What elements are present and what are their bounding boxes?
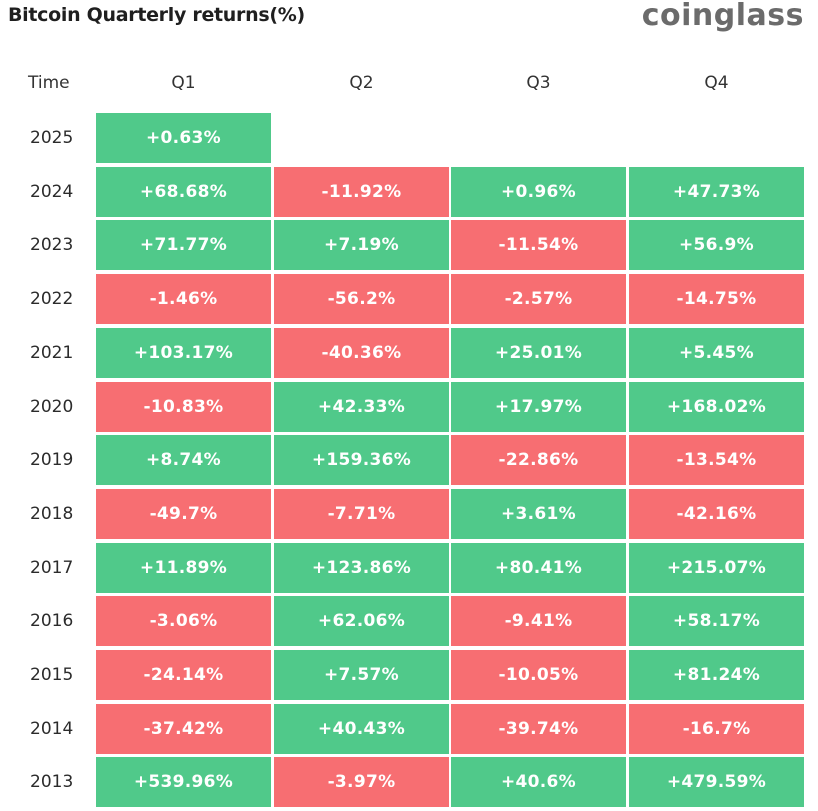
row-year-label: 2015 — [30, 665, 74, 685]
return-cell: +479.59% — [629, 757, 804, 807]
return-cell: +68.68% — [96, 167, 271, 217]
return-cell: +168.02% — [629, 382, 804, 432]
return-cell: +56.9% — [629, 220, 804, 270]
row-year-label: 2019 — [30, 450, 74, 470]
header-q1: Q1 — [171, 73, 196, 93]
return-cell: +58.17% — [629, 596, 804, 646]
return-cell: -42.16% — [629, 489, 804, 539]
header-q3: Q3 — [526, 73, 551, 93]
chart-title: Bitcoin Quarterly returns(%) — [8, 4, 305, 26]
row-year-label: 2018 — [30, 504, 74, 524]
return-cell: -9.41% — [451, 596, 626, 646]
return-cell: -10.83% — [96, 382, 271, 432]
return-cell: -7.71% — [274, 489, 449, 539]
return-cell: +40.43% — [274, 704, 449, 754]
return-cell: -40.36% — [274, 328, 449, 378]
return-cell: +7.19% — [274, 220, 449, 270]
return-cell: -24.14% — [96, 650, 271, 700]
return-cell: -11.92% — [274, 167, 449, 217]
return-cell: +71.77% — [96, 220, 271, 270]
return-cell: -13.54% — [629, 435, 804, 485]
return-cell: +47.73% — [629, 167, 804, 217]
return-cell: -10.05% — [451, 650, 626, 700]
row-year-label: 2014 — [30, 719, 74, 739]
return-cell: -39.74% — [451, 704, 626, 754]
return-cell: +25.01% — [451, 328, 626, 378]
row-year-label: 2017 — [30, 558, 74, 578]
return-cell: +103.17% — [96, 328, 271, 378]
return-cell: +215.07% — [629, 543, 804, 593]
return-cell: -22.86% — [451, 435, 626, 485]
return-cell: -1.46% — [96, 274, 271, 324]
row-year-label: 2021 — [30, 343, 74, 363]
return-cell: -14.75% — [629, 274, 804, 324]
return-cell: +539.96% — [96, 757, 271, 807]
return-cell: +81.24% — [629, 650, 804, 700]
return-cell: +5.45% — [629, 328, 804, 378]
return-cell: +62.06% — [274, 596, 449, 646]
row-year-label: 2020 — [30, 397, 74, 417]
return-cell: +11.89% — [96, 543, 271, 593]
return-cell: +17.97% — [451, 382, 626, 432]
return-cell: -37.42% — [96, 704, 271, 754]
return-cell: +80.41% — [451, 543, 626, 593]
return-cell: -2.57% — [451, 274, 626, 324]
return-cell: +42.33% — [274, 382, 449, 432]
return-cell: +8.74% — [96, 435, 271, 485]
return-cell: -3.97% — [274, 757, 449, 807]
return-cell: +7.57% — [274, 650, 449, 700]
return-cell: -3.06% — [96, 596, 271, 646]
header-time: Time — [28, 73, 70, 93]
return-cell: +123.86% — [274, 543, 449, 593]
return-cell: -56.2% — [274, 274, 449, 324]
row-year-label: 2023 — [30, 235, 74, 255]
header-q2: Q2 — [349, 73, 374, 93]
row-year-label: 2022 — [30, 289, 74, 309]
return-cell: +3.61% — [451, 489, 626, 539]
row-year-label: 2024 — [30, 182, 74, 202]
return-cell: +0.96% — [451, 167, 626, 217]
return-cell: +0.63% — [96, 113, 271, 163]
return-cell: +40.6% — [451, 757, 626, 807]
row-year-label: 2016 — [30, 611, 74, 631]
return-cell: -16.7% — [629, 704, 804, 754]
row-year-label: 2025 — [30, 128, 74, 148]
return-cell: -49.7% — [96, 489, 271, 539]
header-q4: Q4 — [704, 73, 729, 93]
return-cell: +159.36% — [274, 435, 449, 485]
brand-logo: coinglass — [641, 0, 804, 33]
return-cell: -11.54% — [451, 220, 626, 270]
row-year-label: 2013 — [30, 772, 74, 792]
